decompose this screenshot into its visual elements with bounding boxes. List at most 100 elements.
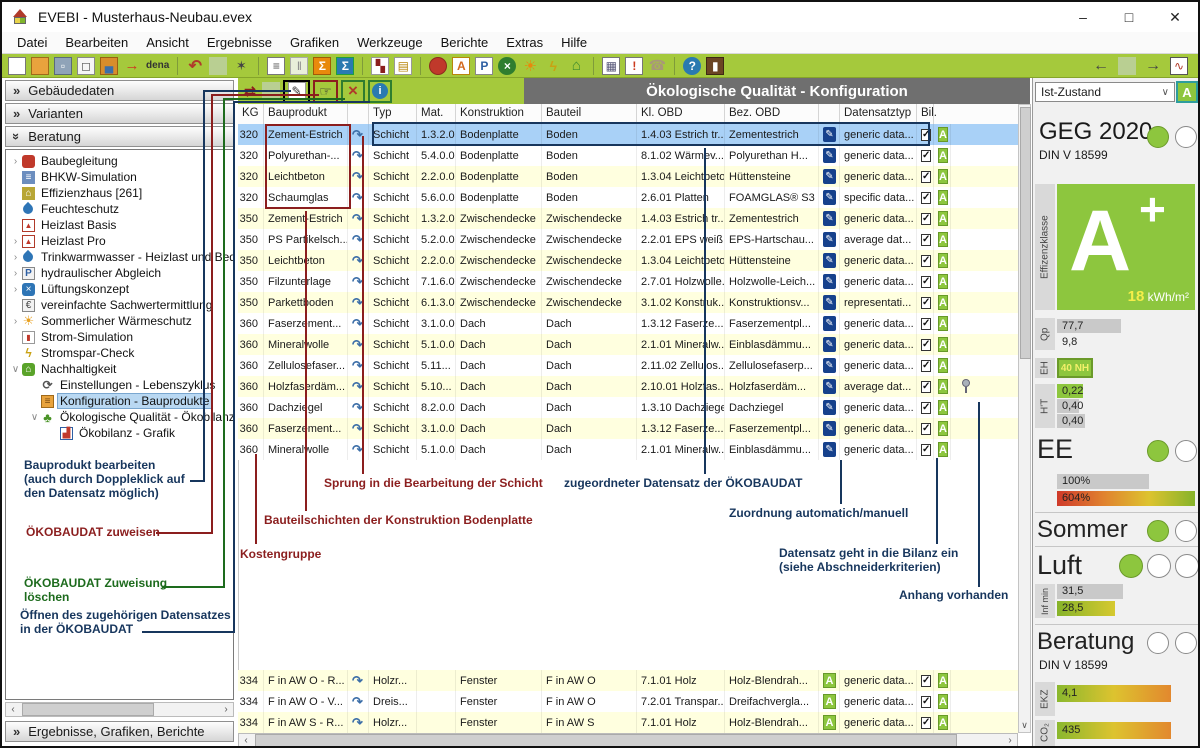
column-header-pencil[interactable] (819, 104, 840, 124)
menu-datei[interactable]: Datei (17, 35, 48, 50)
table-row[interactable]: 334 F in AW O - V... ↷ Dreis... Fenster F in … (238, 691, 1018, 712)
table-row[interactable]: 320 Polyurethan-... ↷ Schicht 5.4.0.0 Bodenpl… (238, 145, 1018, 166)
table-row[interactable]: 350 Zement-Estrich ↷ Schicht 1.3.2.0 Zwischen… (238, 208, 1018, 229)
column-header-ab[interactable] (934, 104, 951, 124)
new-file-icon[interactable] (8, 56, 26, 75)
sidebar-item-strom-simulation[interactable]: ▮ Strom-Simulation (6, 329, 233, 345)
table-row[interactable]: 350 PS Partikelsch... ↷ Schicht 5.2.0.0 Zwisc… (238, 229, 1018, 250)
edit-dataset-icon[interactable]: ✎ (823, 274, 836, 289)
sidebar-item-sommerlicher-w-rmeschutz[interactable]: › ☀ Sommerlicher Wärmeschutz (6, 313, 233, 329)
table-row[interactable]: 360 Faserzement... ↷ Schicht 3.1.0.0 Dach Dach… (238, 313, 1018, 334)
table-row[interactable]: 350 Parkettboden ↷ Schicht 6.1.3.0 Zwischende… (238, 292, 1018, 313)
scroll-right-icon[interactable]: › (1008, 735, 1012, 746)
expand-open-icon[interactable]: ∨ (11, 363, 20, 375)
result-chart-icon[interactable]: ∿ (1170, 56, 1188, 75)
delete-assignment-button[interactable]: × (341, 79, 365, 103)
sidebar-item-konfiguration-bauprodukte[interactable]: ≡ Konfiguration - Bauprodukte (6, 393, 233, 409)
sidebar-item-kologische-qualit-t-kobilanz[interactable]: ∨ ♣ Ökologische Qualität - Ökobilanz (6, 409, 233, 425)
edit-dataset-icon[interactable]: ✎ (823, 379, 836, 394)
menu-ansicht[interactable]: Ansicht (146, 35, 189, 50)
maximize-button[interactable]: □ (1124, 9, 1134, 25)
jump-to-layer-icon[interactable]: ↷ (352, 169, 363, 184)
menu-bearbeiten[interactable]: Bearbeiten (65, 35, 129, 50)
jump-to-layer-icon[interactable]: ↷ (352, 232, 363, 247)
table-row[interactable]: 350 Filzunterlage ↷ Schicht 7.1.6.0 Zwischend… (238, 271, 1018, 292)
sidebar-section-gebaeudedaten[interactable]: » Gebäudedaten (5, 80, 234, 101)
edit-dataset-icon[interactable]: ✎ (823, 400, 836, 415)
scroll-left-icon[interactable]: ‹ (11, 704, 15, 715)
jump-to-layer-icon[interactable]: ↷ (352, 337, 363, 352)
sidebar-section-ergebnisse[interactable]: » Ergebnisse, Grafiken, Berichte (5, 721, 234, 742)
sidebar-hscrollbar[interactable]: ‹ › (5, 702, 234, 717)
table-row[interactable]: 360 Faserzement... ↷ Schicht 3.1.0.0 Dach Dach… (238, 418, 1018, 439)
sum-blue-icon[interactable]: Σ (336, 56, 355, 75)
table-row[interactable]: 320 Zement-Estrich ↷ Schicht 1.3.2.0 Bodenpla… (238, 124, 1018, 145)
table-row[interactable]: 320 Schaumglas ↷ Schicht 5.6.0.0 Bodenplatte B… (238, 187, 1018, 208)
attachment-pin-icon[interactable] (961, 379, 971, 394)
sidebar-item-heizlast-basis[interactable]: ▲ Heizlast Basis (6, 217, 233, 233)
expand-closed-icon[interactable]: › (13, 267, 18, 279)
report-alert-icon[interactable]: ! (625, 56, 644, 75)
minimize-button[interactable]: – (1079, 9, 1087, 25)
bilanz-checkbox[interactable]: ✓ (921, 716, 932, 729)
bilanz-checkbox[interactable]: ✓ (921, 443, 932, 456)
edit-bauprodukt-button[interactable]: ✎ (283, 79, 310, 103)
column-header-fill[interactable] (951, 104, 998, 124)
jump-to-layer-icon[interactable]: ↷ (352, 694, 363, 709)
edit-dataset-icon[interactable]: ✎ (823, 148, 836, 163)
bilanz-checkbox[interactable]: ✓ (921, 380, 932, 393)
menu-extras[interactable]: Extras (506, 35, 544, 50)
sidebar-item-vereinfachte-sachwertermittlung[interactable]: € vereinfachte Sachwertermittlung (6, 297, 233, 313)
sidebar-item-feuchteschutz[interactable]: Feuchteschutz (6, 201, 233, 217)
jump-to-layer-icon[interactable]: ↷ (352, 253, 363, 268)
fan-icon[interactable]: × (498, 56, 517, 75)
edit-dataset-icon[interactable]: ✎ (823, 337, 836, 352)
assign-dataset-icon[interactable]: ⇄ (244, 82, 256, 99)
bilanz-checkbox[interactable]: ✓ (921, 422, 932, 435)
placeholder-icon[interactable] (1118, 56, 1136, 75)
document-a-icon[interactable]: A (452, 56, 471, 75)
flowchart-icon[interactable]: ▚ (371, 56, 390, 75)
sidebar-item-effizienzhaus-261[interactable]: ⌂ Effizienzhaus [261] (6, 185, 233, 201)
sidebar-item-trinkwarmwasser-heizlast-und-beda[interactable]: › Trinkwarmwasser - Heizlast und Beda (6, 249, 233, 265)
stamp-brush-icon[interactable]: ▄ (100, 56, 118, 75)
undo-icon[interactable]: ↶ (188, 57, 203, 75)
bilanz-checkbox[interactable]: ✓ (921, 338, 932, 351)
edit-dataset-icon[interactable]: ✎ (823, 253, 836, 268)
document-p-icon[interactable]: P (475, 56, 494, 75)
sidebar-item-einstellungen-lebenszyklus[interactable]: ⟳ Einstellungen - Lebenszyklus (6, 377, 233, 393)
table-vscrollbar[interactable]: ∨ (1018, 104, 1031, 733)
expand-closed-icon[interactable]: › (13, 155, 18, 167)
layer-list-icon[interactable]: ▤ (394, 56, 413, 75)
menu-grafiken[interactable]: Grafiken (289, 35, 340, 50)
sidebar-item-bhkw-simulation[interactable]: ≡ BHKW-Simulation (6, 169, 233, 185)
column-header-kl_obd[interactable]: Kl. OBD (637, 104, 725, 124)
dena-logo-icon[interactable]: dena (146, 60, 170, 71)
report-document-icon[interactable]: ≡ (267, 56, 286, 75)
sidebar-section-beratung[interactable]: » Beratung (5, 126, 234, 147)
jump-to-layer-icon[interactable]: ↷ (352, 127, 363, 142)
scroll-thumb[interactable] (1020, 107, 1031, 359)
bilanz-checkbox[interactable]: ✓ (921, 170, 932, 183)
bilanz-checkbox[interactable]: ✓ (921, 191, 932, 204)
jump-to-layer-icon[interactable]: ↷ (352, 316, 363, 331)
table-row[interactable]: 334 F in AW S - R... ↷ Holzr... Fenster F in … (238, 712, 1018, 733)
bilanz-checkbox[interactable]: ✓ (921, 254, 932, 267)
expand-closed-icon[interactable]: › (13, 283, 18, 295)
variant-class-badge[interactable]: A (1176, 81, 1198, 103)
jump-to-layer-icon[interactable]: ↷ (352, 421, 363, 436)
scroll-left-icon[interactable]: ‹ (244, 735, 248, 746)
variant-select[interactable]: Ist-Zustand ∨ (1035, 82, 1175, 102)
copy-icon[interactable]: ◻ (77, 56, 95, 75)
expand-closed-icon[interactable]: › (13, 315, 18, 327)
menu-ergebnisse[interactable]: Ergebnisse (206, 35, 272, 50)
edit-dataset-icon[interactable]: ✎ (823, 190, 836, 205)
bilanz-checkbox[interactable]: ✓ (921, 149, 932, 162)
table-row[interactable]: 360 Holzfaserdäm... ↷ Schicht 5.10... Dach Dac… (238, 376, 1018, 397)
table-row[interactable]: 334 F in AW O - R... ↷ Holzr... Fenster F in … (238, 670, 1018, 691)
jump-to-layer-icon[interactable]: ↷ (352, 379, 363, 394)
exit-door-icon[interactable]: ▮ (706, 56, 725, 75)
column-header-konstruktion[interactable]: Konstruktion (456, 104, 542, 124)
sidebar-section-varianten[interactable]: » Varianten (5, 103, 234, 124)
column-header-kg[interactable]: KG (238, 104, 264, 124)
